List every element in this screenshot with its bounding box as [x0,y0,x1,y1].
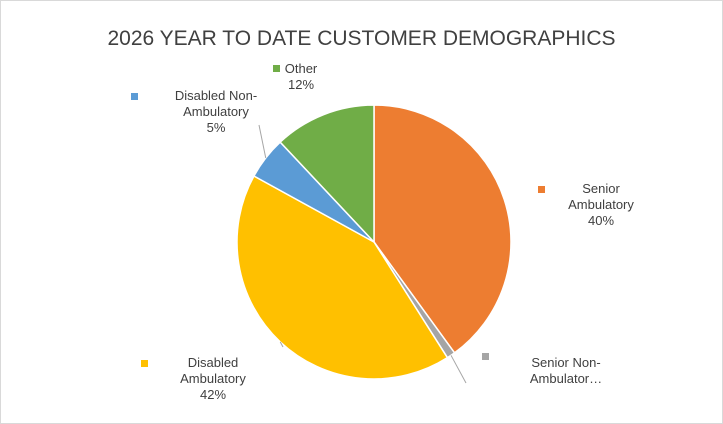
percent-label: 40% [587,213,615,228]
legend-marker [131,93,138,100]
pie-slice [279,104,375,244]
chart-title: 2026 YEAR TO DATE CUSTOMER DEMOGRAPHICS [107,27,616,50]
category-label: Senior Ambulatory [568,181,634,212]
legend-marker [482,353,489,360]
category-label: Other [284,61,318,76]
legend-marker [538,186,545,193]
percent-label: 42% [199,387,227,402]
category-label: Disabled Non-Ambulatory [174,88,258,119]
leader-line [279,341,284,348]
leader-line [450,355,467,384]
category-label: Disabled Ambulatory [180,355,246,386]
data-label: Senior Non-Ambulator… [501,355,631,387]
pie-slice [236,174,449,380]
percent-label: 12% [287,77,315,92]
data-label: Disabled Non-Ambulatory 5% [151,88,281,136]
data-label: Senior Ambulatory 40% [536,181,666,229]
legend-marker [141,360,148,367]
percent-label: 5% [206,120,226,135]
leader-line [258,124,267,159]
category-label: Senior Non-Ambulator… [529,355,603,386]
data-label: Other 12% [236,61,366,93]
pie-slice [373,104,512,354]
legend-marker [273,65,280,72]
data-label: Disabled Ambulatory 42% [148,355,278,403]
